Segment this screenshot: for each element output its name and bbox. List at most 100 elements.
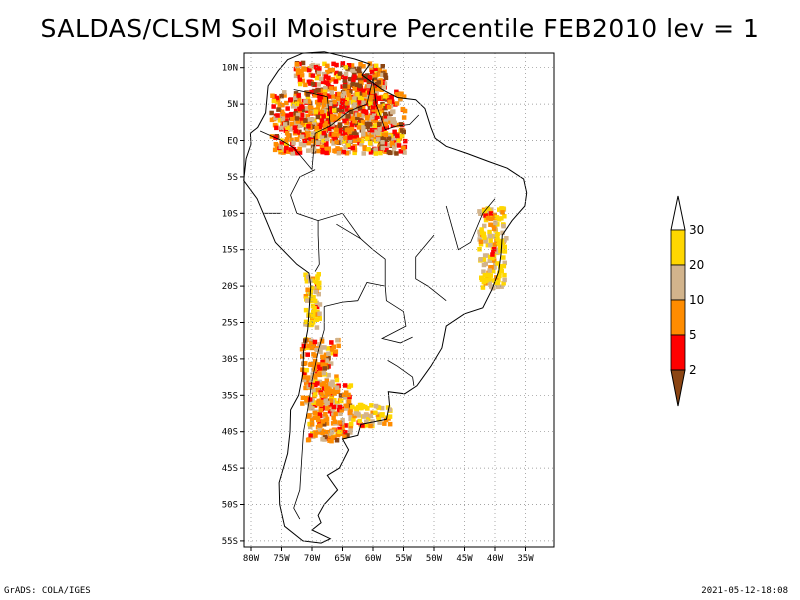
field-cell — [488, 242, 493, 248]
field-cell — [361, 132, 366, 137]
field-cell — [348, 407, 353, 413]
field-cell — [370, 115, 375, 120]
field-cell — [282, 93, 287, 98]
field-cell — [362, 92, 367, 97]
field-cell — [275, 113, 280, 118]
field-cell — [495, 261, 500, 266]
field-cell — [305, 298, 310, 303]
field-cell — [299, 347, 305, 352]
field-cell — [279, 109, 285, 114]
field-cell — [315, 381, 320, 386]
field-cell — [482, 253, 488, 258]
field-cell — [352, 74, 357, 79]
field-cell — [315, 114, 321, 120]
field-cell — [317, 364, 322, 370]
field-cell — [385, 142, 391, 148]
country-border — [387, 360, 415, 386]
field-cell — [315, 387, 321, 393]
field-cell — [358, 86, 364, 92]
field-cell — [339, 408, 344, 413]
field-cell — [395, 133, 400, 138]
lat-tick-label: 20S — [222, 282, 238, 292]
field-cell — [401, 94, 407, 99]
field-cell — [502, 260, 507, 266]
field-cell — [308, 424, 313, 430]
field-cell — [343, 135, 348, 141]
field-cell — [294, 62, 300, 67]
field-cell — [383, 417, 389, 423]
field-cell — [376, 416, 381, 422]
field-cell — [347, 76, 353, 82]
field-cell — [321, 114, 326, 119]
field-cell — [401, 129, 406, 135]
field-cell — [324, 390, 329, 395]
field-cell — [282, 122, 288, 127]
field-cell — [321, 370, 327, 376]
field-cell — [377, 67, 382, 73]
field-cell — [491, 226, 497, 231]
field-cell — [317, 302, 323, 307]
field-cell — [347, 135, 352, 140]
field-cell — [314, 75, 320, 81]
field-cell — [382, 81, 388, 86]
field-cell — [336, 343, 341, 349]
field-cell — [309, 384, 315, 389]
field-cell — [334, 70, 339, 76]
field-cell — [295, 112, 301, 118]
field-cell — [403, 138, 408, 144]
field-cell — [297, 150, 303, 155]
field-cell — [312, 93, 318, 98]
field-cell — [306, 140, 311, 146]
lat-axis: 10N 5N EQ 5S 10S 15S 20S 25S 30S 35S 40S 45S 50S 55S — [222, 64, 244, 547]
field-cell — [367, 122, 373, 127]
field-cell — [316, 371, 322, 376]
field-cell — [274, 125, 279, 131]
field-cell — [310, 73, 316, 78]
field-cell — [295, 119, 300, 124]
field-cell — [364, 419, 369, 424]
field-cell — [331, 141, 336, 146]
field-cell — [293, 91, 299, 96]
field-cell — [342, 84, 348, 89]
field-cell — [336, 91, 342, 97]
field-cell — [316, 88, 321, 93]
lat-tick-label: 15S — [222, 246, 238, 256]
field-cell — [285, 113, 290, 118]
field-cell — [312, 306, 317, 311]
field-cell — [353, 411, 358, 416]
field-cell — [301, 377, 307, 383]
field-cell — [502, 277, 507, 283]
field-cell — [376, 95, 382, 101]
field-cell — [326, 148, 332, 153]
field-cell — [280, 111, 286, 117]
field-cell — [488, 216, 493, 222]
field-cell — [377, 72, 382, 77]
field-cell — [357, 95, 363, 101]
field-cell — [314, 317, 320, 322]
field-cell — [369, 94, 374, 100]
field-cell — [332, 108, 337, 113]
field-cell — [357, 73, 362, 78]
field-cell — [387, 414, 393, 419]
field-cell — [366, 83, 371, 89]
field-cell — [309, 376, 314, 381]
field-cell — [325, 429, 330, 435]
field-cell — [303, 82, 308, 88]
field-cell — [330, 96, 336, 101]
field-cell — [335, 387, 341, 393]
field-cell — [382, 103, 387, 108]
field-cell — [349, 126, 355, 132]
field-cell — [325, 119, 331, 124]
field-cell — [323, 120, 328, 126]
field-cell — [391, 117, 396, 122]
field-cell — [301, 142, 307, 148]
field-cell — [350, 404, 355, 410]
field-cell — [334, 377, 340, 383]
field-cell — [355, 91, 360, 97]
field-cell — [490, 278, 496, 283]
lat-tick-label: 10S — [222, 209, 238, 219]
field-cell — [390, 109, 395, 115]
map-frame — [243, 52, 555, 548]
field-cell — [333, 411, 338, 417]
field-cell — [305, 92, 310, 97]
